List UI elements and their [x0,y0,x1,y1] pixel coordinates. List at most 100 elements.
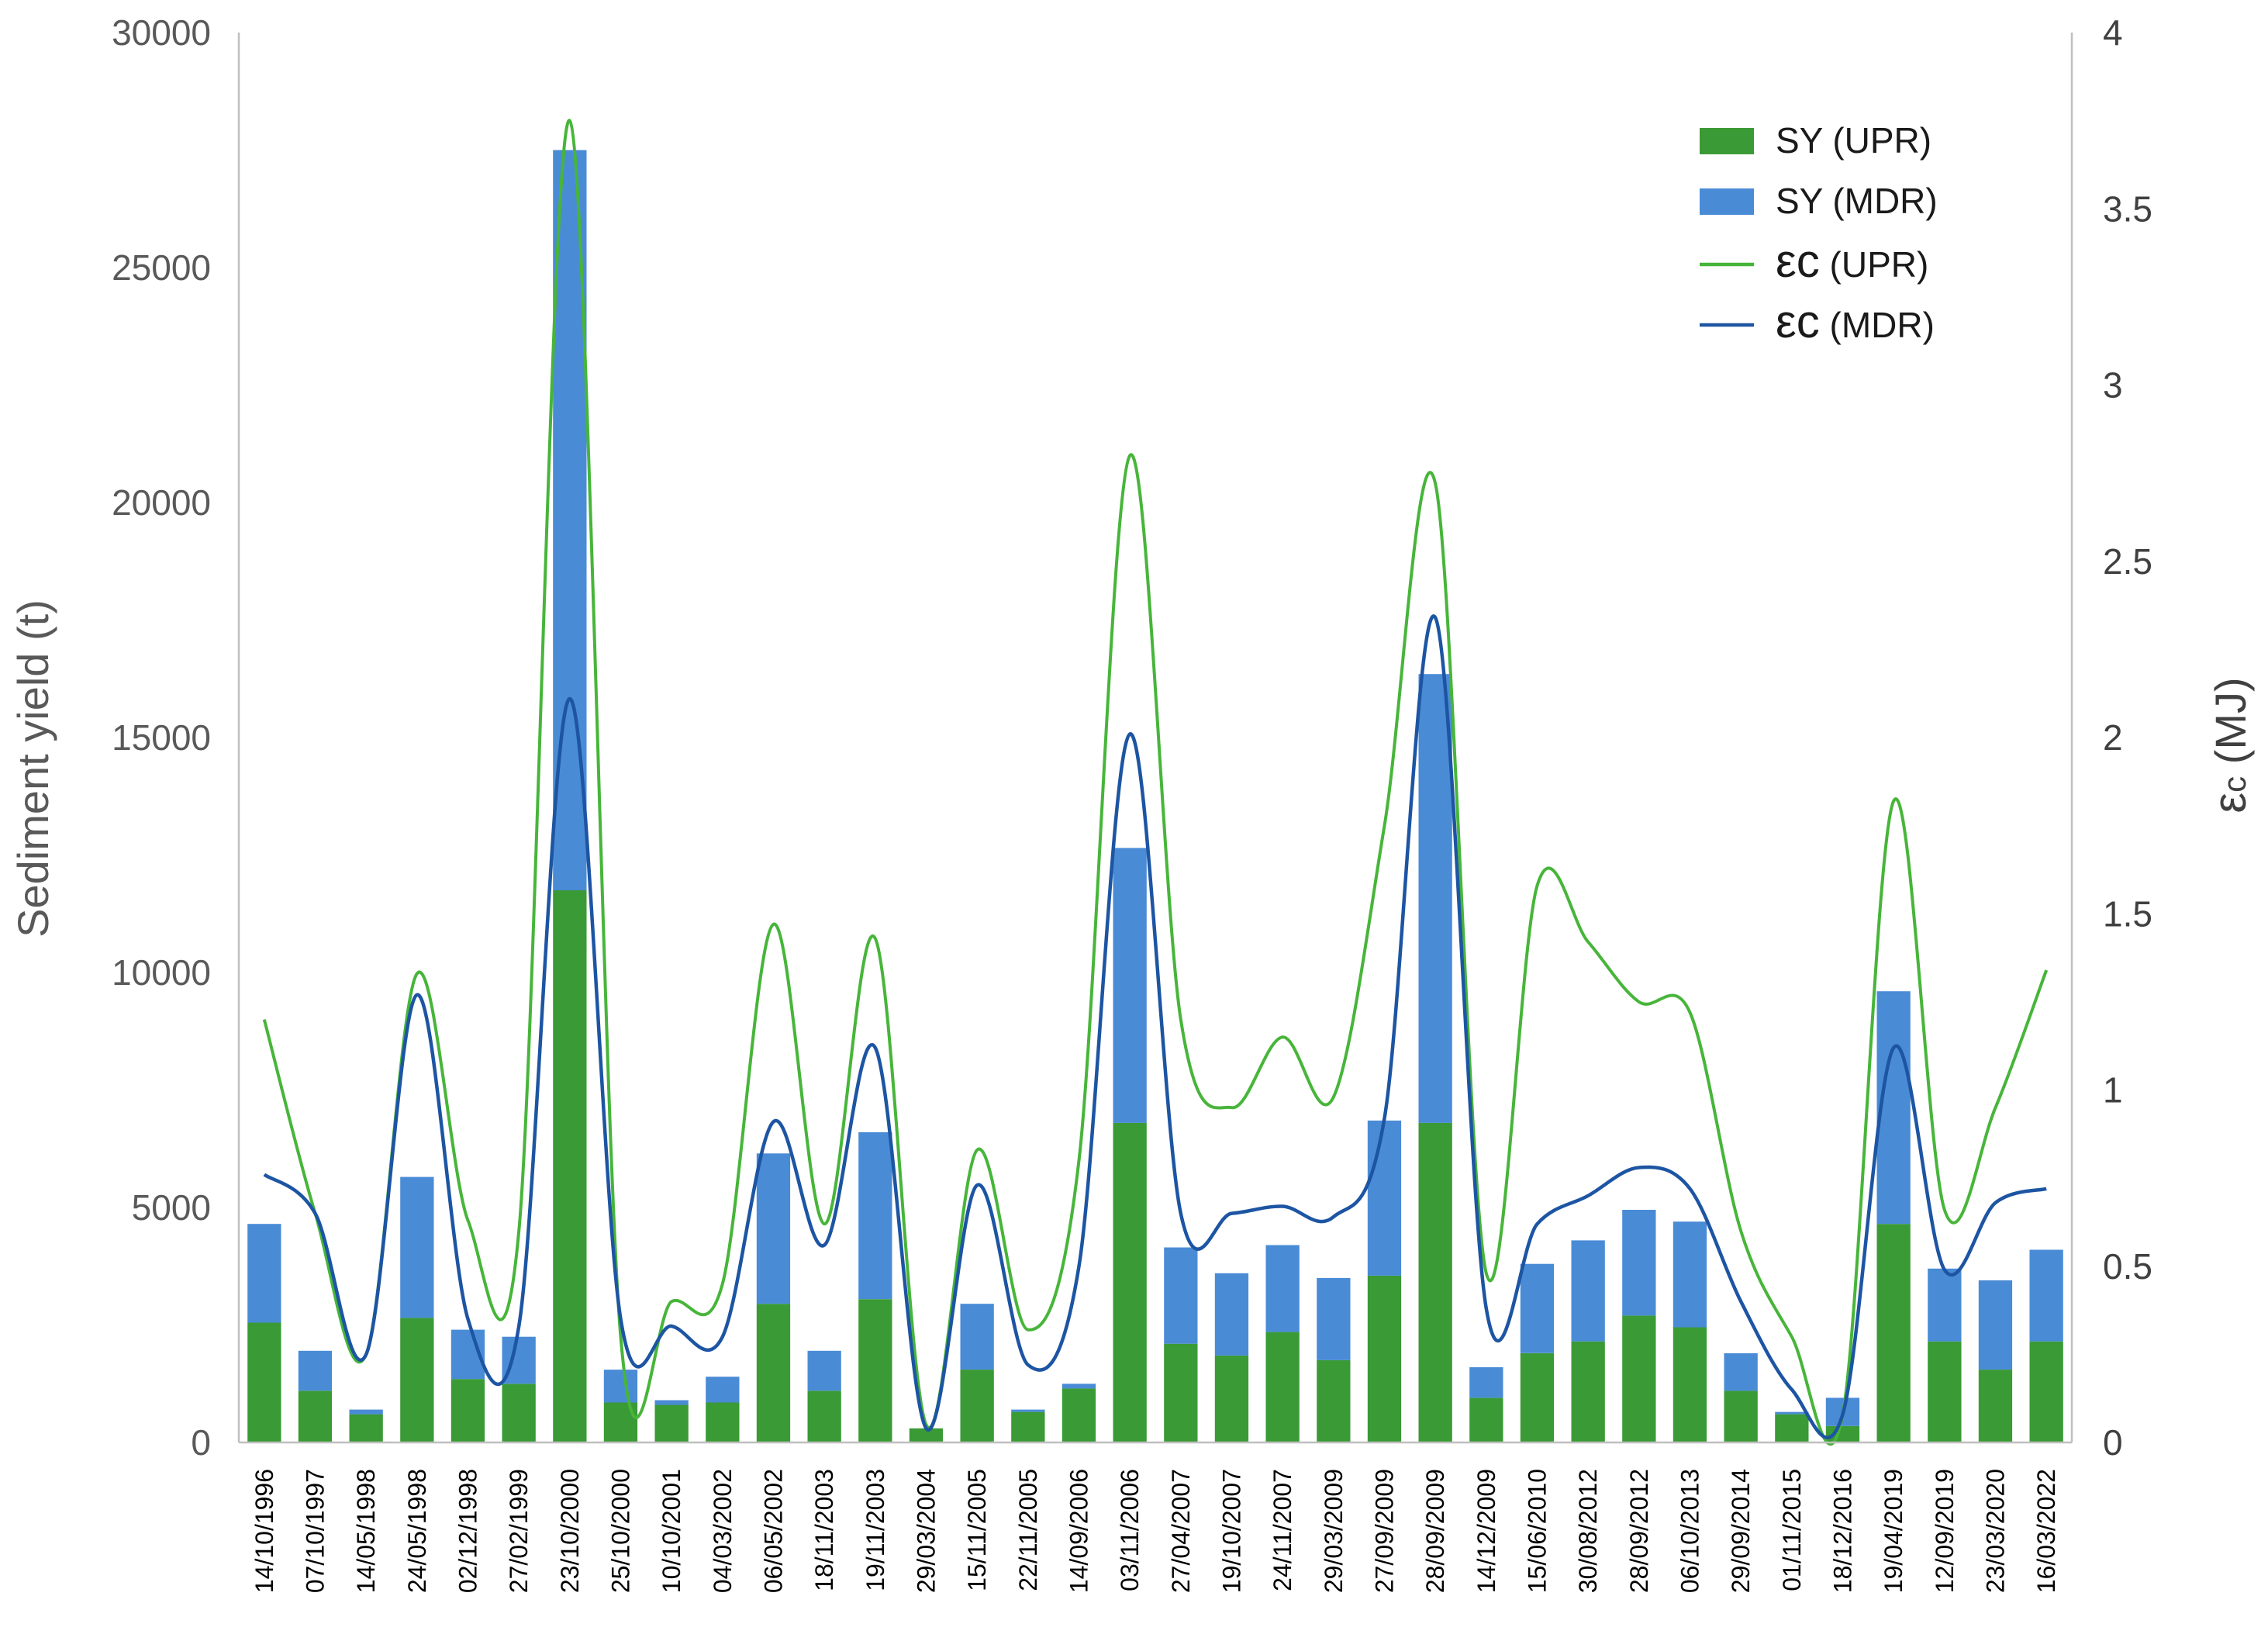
bar-sy-upr [654,1404,689,1442]
legend-label: εc (UPR) [1776,235,1928,287]
x-tick-label: 29/03/2004 [913,1469,941,1593]
bar-sy-upr [1418,1122,1452,1442]
bar-sy-mdr [1113,848,1147,1123]
x-tick-label: 14/09/2006 [1065,1469,1093,1593]
bar-sy-upr [1825,1425,1860,1442]
bar-sy-mdr [1978,1280,2013,1370]
bar-sy-upr [2029,1341,2063,1442]
x-tick-label: 04/03/2002 [709,1469,737,1593]
x-tick-label: 27/04/2007 [1167,1469,1195,1593]
x-tick-label: 14/10/1996 [250,1469,278,1593]
bar-sy-upr [1214,1355,1249,1442]
y-left-tick-label: 30000 [112,12,211,53]
bar-sy-upr [1775,1414,1809,1442]
bar-sy-upr [349,1414,383,1442]
y-right-tick-label: 4 [2103,12,2123,53]
legend-label: SY (MDR) [1776,181,1938,221]
bar-sy-mdr [1367,1120,1402,1276]
y-left-axis-title: Sediment yield (t) [9,599,57,938]
y-left-tick-label: 20000 [112,482,211,523]
x-tick-label: 18/11/2003 [810,1469,838,1591]
x-tick-label: 19/04/2019 [1880,1469,1907,1593]
x-tick-label: 23/03/2020 [1982,1469,2010,1593]
x-tick-label: 01/11/2015 [1778,1469,1806,1591]
bar-sy-mdr [603,1370,638,1403]
y-left-tick-label: 25000 [112,247,211,288]
bar-sy-mdr [1164,1247,1198,1344]
bar-sy-upr [1469,1397,1503,1442]
bar-sy-mdr [298,1350,333,1391]
bar-sy-upr [400,1318,434,1442]
bar-sy-upr [858,1299,892,1442]
x-tick-label: 07/10/1997 [302,1469,330,1593]
bar-sy-upr [1724,1391,1758,1442]
x-tick-label: 15/06/2010 [1524,1469,1552,1593]
bar-sy-upr [1978,1370,2013,1442]
bar-sy-upr [1876,1224,1911,1442]
y-left-tick-label: 5000 [132,1187,211,1228]
x-tick-label: 18/12/2016 [1829,1469,1857,1593]
x-tick-label: 28/09/2009 [1421,1469,1449,1593]
x-tick-label: 27/02/1999 [505,1469,533,1593]
x-tick-label: 14/12/2009 [1472,1469,1500,1593]
y-left-tick-label: 15000 [112,717,211,758]
x-tick-label: 14/05/1998 [352,1469,380,1593]
legend-label: εc (MDR) [1776,295,1935,347]
x-tick-label: 10/10/2001 [658,1469,685,1593]
x-tick-label: 30/08/2012 [1574,1469,1602,1593]
bar-sy-mdr [1469,1367,1503,1398]
y-right-tick-label: 2.5 [2103,541,2152,582]
bar-sy-mdr [1775,1411,1809,1415]
y-right-tick-label: 3.5 [2103,188,2152,229]
bar-sy-mdr [1724,1353,1758,1391]
bar-sy-mdr [1418,674,1452,1123]
line-ec-upr [262,119,2049,1446]
x-tick-label: 06/05/2002 [760,1469,788,1593]
x-tick-label: 25/10/2000 [607,1469,635,1593]
y-right-tick-label: 2 [2103,717,2123,758]
y-right-axis-title: εc (MJ) [2204,677,2256,813]
bar-sy-upr [1062,1388,1096,1442]
bar-sy-mdr [858,1132,892,1300]
y-right-tick-label: 1.5 [2103,893,2152,934]
bar-sy-upr [1928,1341,1962,1442]
bar-sy-mdr [654,1400,689,1405]
y-right-tick-label: 3 [2103,365,2123,406]
bar-sy-mdr [1520,1263,1555,1353]
bar-sy-upr [603,1402,638,1442]
bar-sy-upr [1571,1341,1605,1442]
bar-sy-upr [1622,1315,1656,1442]
bar-sy-upr [1164,1343,1198,1442]
x-tick-label: 28/09/2012 [1625,1469,1653,1593]
x-tick-label: 03/11/2006 [1116,1469,1144,1591]
x-tick-label: 19/10/2007 [1218,1469,1246,1593]
bar-sy-mdr [1214,1273,1249,1356]
bar-sy-upr [450,1379,485,1442]
bar-sy-upr [502,1384,536,1443]
y-right-tick-label: 0 [2103,1422,2123,1463]
bar-sy-upr [1265,1332,1300,1442]
line-ec-mdr [263,614,2047,1439]
x-tick-label: 23/10/2000 [556,1469,584,1593]
bar-sy-upr [298,1391,333,1442]
bar-sy-mdr [1011,1409,1045,1412]
bar-sy-mdr [1622,1210,1656,1316]
bar-sy-mdr [247,1224,281,1323]
bar-sy-upr [1367,1275,1402,1442]
axes-layer: 05000100001500020000250003000000.511.522… [9,12,2256,1593]
bar-sy-upr [960,1370,994,1442]
bar-sy-upr [1317,1360,1351,1442]
bar-sy-upr [909,1428,944,1442]
bar-sy-upr [1011,1411,1045,1442]
bar-sy-mdr [807,1350,841,1391]
bar-sy-upr [1520,1353,1555,1442]
x-tick-label: 02/12/1998 [454,1469,482,1593]
bar-sy-mdr [1317,1277,1351,1360]
legend-swatch-sy-mdr [1700,188,1754,215]
bar-sy-mdr [1673,1221,1707,1328]
bar-sy-mdr [1265,1245,1300,1332]
bar-sy-mdr [960,1304,994,1370]
x-tick-label: 22/11/2005 [1014,1469,1042,1591]
bar-sy-upr [756,1304,791,1442]
